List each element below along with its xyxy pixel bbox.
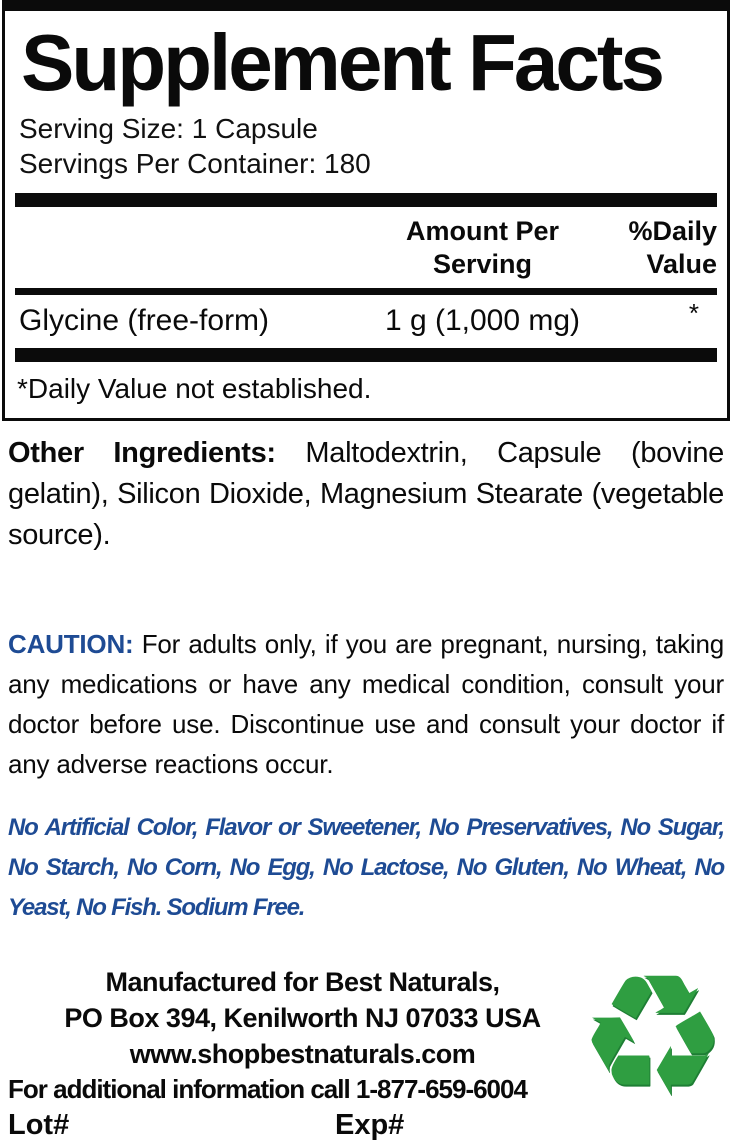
supplement-facts-box: Supplement Facts Serving Size: 1 Capsule… <box>2 0 730 421</box>
nutrient-row: Glycine (free-form) 1 g (1,000 mg) * <box>15 295 717 348</box>
nutrient-amount: 1 g (1,000 mg) <box>384 304 581 337</box>
other-ingredients-paragraph: Other Ingredients: Maltodextrin, Capsule… <box>8 433 724 556</box>
caution-label: CAUTION: <box>8 629 134 659</box>
exp-label: Exp# <box>335 1109 405 1141</box>
nutrient-daily-value: * <box>688 298 699 328</box>
caution-text: For adults only, if you are pregnant, nu… <box>8 629 724 779</box>
lot-label: Lot# <box>8 1109 70 1141</box>
caution-paragraph: CAUTION: For adults only, if you are pre… <box>8 624 724 784</box>
other-ingredients-text: Maltodextrin, Capsule (bovine gelatin), … <box>8 437 724 551</box>
table-header-row: Amount Per Serving %Daily Value <box>15 207 717 288</box>
column-header-amount-per-serving: Amount Per Serving <box>405 216 559 279</box>
manufacturer-website: www.shopbestnaturals.com <box>129 1039 476 1069</box>
divider-bar-bottom <box>15 348 717 362</box>
manufacturer-block: Manufactured for Best Naturals, PO Box 3… <box>0 964 605 1072</box>
manufacturer-line: Manufactured for Best Naturals, <box>105 967 500 997</box>
serving-size: Serving Size: 1 Capsule <box>19 113 318 144</box>
column-header-daily-value: %Daily Value <box>628 216 717 279</box>
manufacturer-address: PO Box 394, Kenilworth NJ 07033 USA <box>64 1003 541 1033</box>
servings-per-container: Servings Per Container: 180 <box>19 148 371 179</box>
lot-exp-row: Lot# Exp# <box>8 1108 724 1142</box>
footer: Manufactured for Best Naturals, PO Box 3… <box>0 952 732 1142</box>
divider-bar-header <box>15 288 717 295</box>
other-ingredients-label: Other Ingredients: <box>8 437 276 469</box>
daily-value-footnote: *Daily Value not established. <box>17 373 372 404</box>
divider-bar-top <box>15 193 717 207</box>
nutrient-name: Glycine (free-form) <box>19 304 270 337</box>
free-of-claims-paragraph: No Artificial Color, Flavor or Sweetener… <box>8 814 725 921</box>
info-phone-line: For additional information call 1-877-65… <box>8 1074 528 1104</box>
facts-title: Supplement Facts <box>21 18 665 107</box>
